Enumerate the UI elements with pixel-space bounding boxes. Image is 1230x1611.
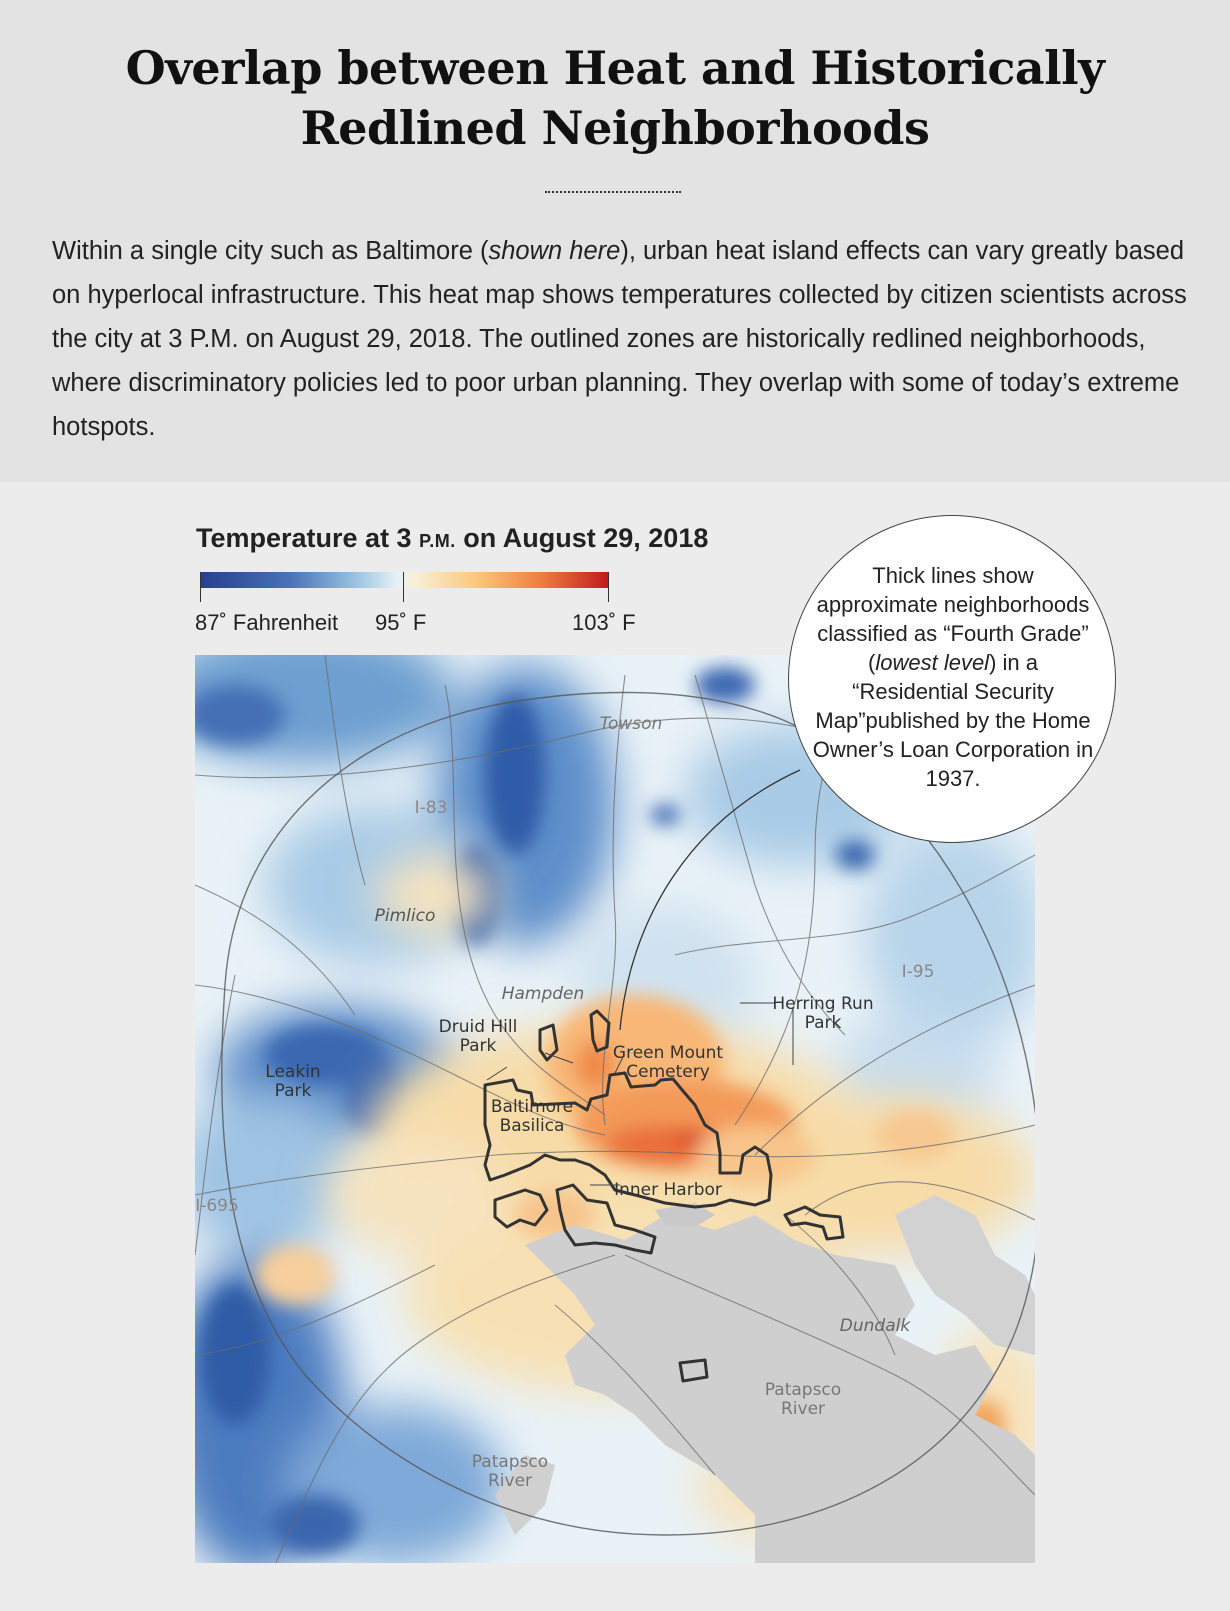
intro-emphasis: shown here <box>488 237 621 265</box>
title-line-1: Overlap between Heat and Historically <box>125 41 1105 95</box>
label-hampden: Hampden <box>502 984 585 1004</box>
place-labels: Towson I-83 Pimlico I-95 Hampden Herring… <box>195 714 934 1491</box>
callout-text-2: ) in a “Residential Security Map”publish… <box>812 650 1094 791</box>
legend-mid-label: 95˚ F <box>375 610 427 635</box>
title-line-2: Redlined Neighborhoods <box>300 101 930 155</box>
label-druid-hill-1: Druid Hill <box>439 1017 518 1037</box>
label-pimlico: Pimlico <box>375 906 436 926</box>
intro-text-1: Within a single city such as Baltimore ( <box>52 237 489 265</box>
redlined-greenmount-north <box>589 1009 611 1053</box>
label-patapsco-west-1: Patapsco <box>472 1452 548 1472</box>
legend-tick-min <box>200 572 201 602</box>
page-title: Overlap between Heat and Historically Re… <box>0 38 1230 158</box>
legend-tick-max <box>608 572 609 602</box>
intro-text-2: ), urban heat island effects can vary gr… <box>52 237 1187 441</box>
callout-emphasis: lowest level <box>875 650 990 675</box>
redlined-neighborhoods <box>483 1009 845 1383</box>
label-i695: I-695 <box>195 1196 239 1216</box>
header-panel: Overlap between Heat and Historically Re… <box>0 0 1230 482</box>
label-basilica-2: Basilica <box>500 1116 565 1136</box>
label-patapsco-east-2: River <box>781 1399 825 1419</box>
label-green-mount-2: Cemetery <box>626 1062 710 1082</box>
redlined-central <box>483 1071 773 1209</box>
redlined-south <box>555 1183 657 1255</box>
label-i83: I-83 <box>415 798 448 818</box>
label-patapsco-west-2: River <box>488 1471 532 1491</box>
label-herring-run-1: Herring Run <box>772 994 873 1014</box>
title-divider <box>545 191 681 193</box>
label-basilica-1: Baltimore <box>491 1097 573 1117</box>
label-leakin-1: Leakin <box>265 1062 320 1082</box>
legend-title-time: P.M. <box>419 531 456 551</box>
legend-title-suffix: on August 29, 2018 <box>455 523 709 553</box>
label-leakin-2: Park <box>275 1081 312 1101</box>
label-patapsco-east-1: Patapsco <box>765 1380 841 1400</box>
redlined-harbor <box>678 1358 709 1383</box>
redlined-southwest <box>493 1188 549 1229</box>
legend-color-scale <box>201 572 609 588</box>
legend-min-label: 87˚ Fahrenheit <box>195 610 339 635</box>
legend-tick-mid <box>403 572 404 602</box>
label-towson: Towson <box>600 714 663 734</box>
callout-text: Thick lines show approximate neighborhoo… <box>811 561 1095 793</box>
label-inner-harbor: Inner Harbor <box>614 1180 722 1200</box>
label-druid-hill-2: Park <box>460 1036 497 1056</box>
callout-text-1: Thick lines show approximate neighborhoo… <box>816 563 1090 675</box>
legend-max-label: 103˚ F <box>572 610 636 635</box>
label-herring-run-2: Park <box>805 1013 842 1033</box>
redlined-east <box>783 1205 845 1241</box>
label-i95: I-95 <box>902 962 935 982</box>
water-bodies <box>495 1195 1035 1563</box>
label-green-mount-1: Green Mount <box>613 1043 724 1063</box>
intro-paragraph: Within a single city such as Baltimore (… <box>52 229 1192 449</box>
callout-bubble: Thick lines show approximate neighborhoo… <box>788 515 1116 843</box>
legend-title-prefix: Temperature at 3 <box>196 523 420 553</box>
label-dundalk: Dundalk <box>840 1316 912 1336</box>
legend-title: Temperature at 3 P.M. on August 29, 2018 <box>196 523 708 554</box>
